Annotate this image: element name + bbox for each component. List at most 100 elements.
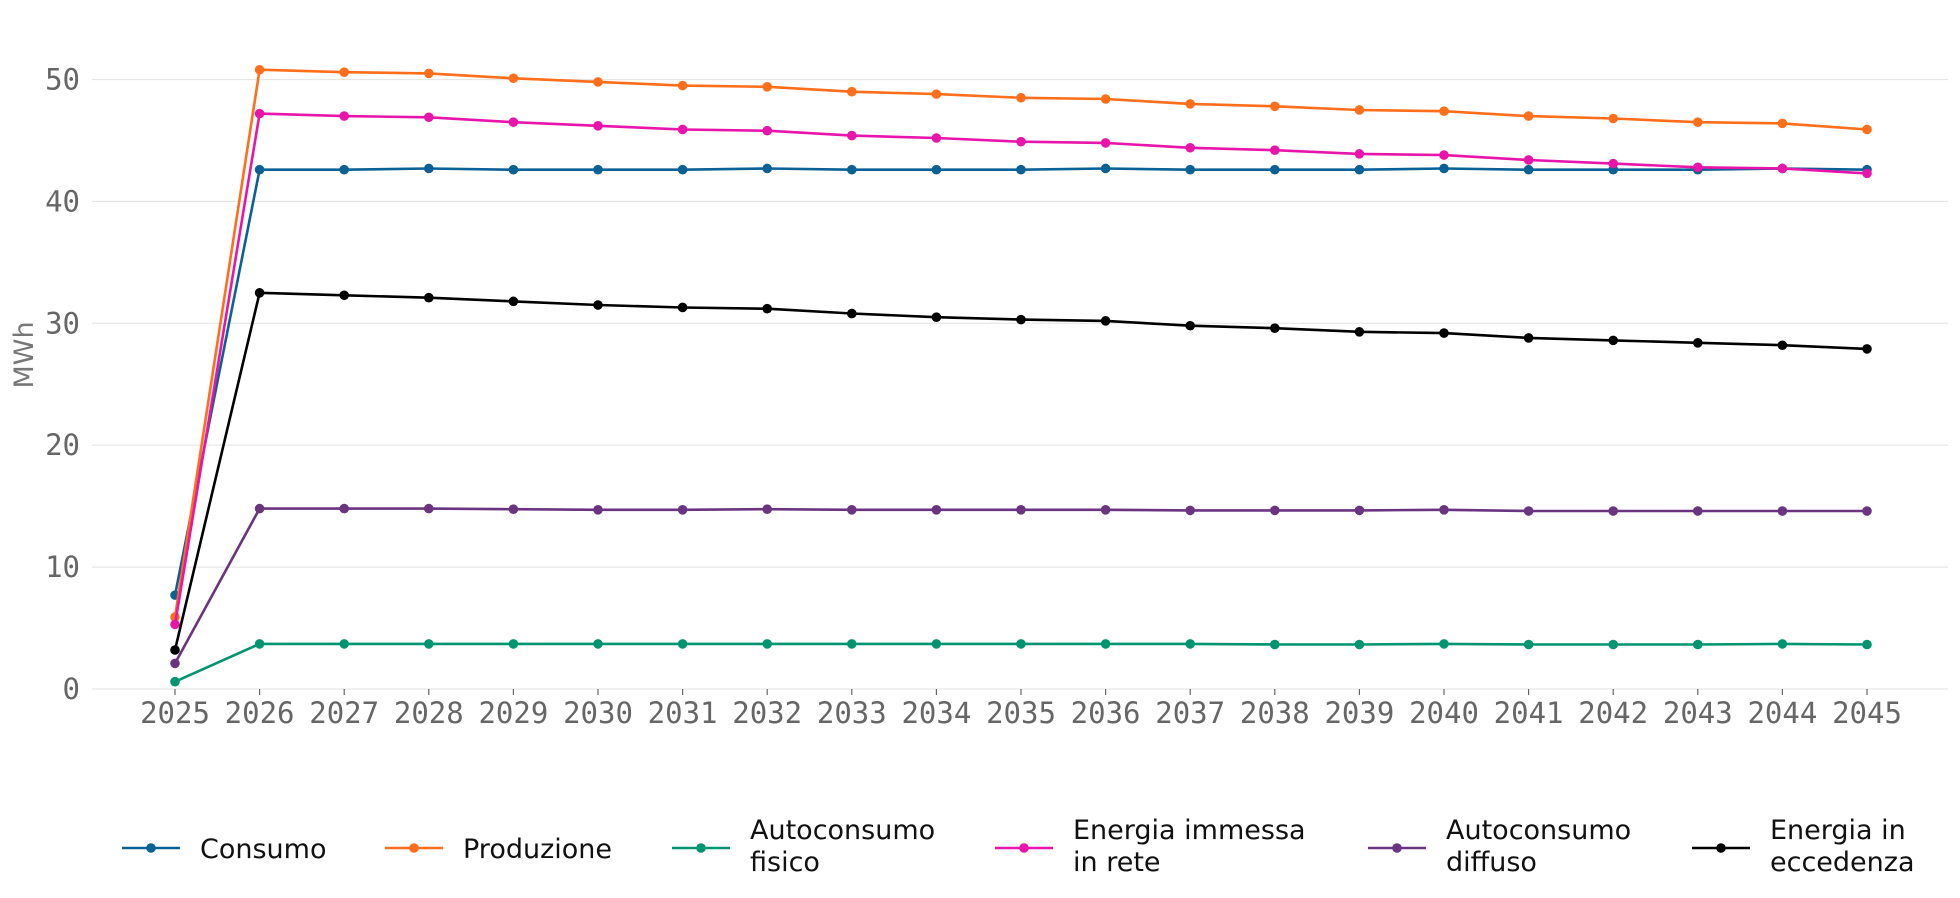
data-point (170, 658, 180, 669)
data-point (1523, 155, 1534, 165)
data-point (1777, 340, 1788, 351)
series-autoconsumo-diffuso (170, 503, 1872, 669)
data-point (593, 300, 603, 310)
y-tick-label: 20 (45, 428, 80, 462)
data-point (254, 639, 265, 649)
data-point (508, 73, 519, 84)
series-energia-in-eccedenza (170, 288, 1872, 655)
data-point (424, 639, 434, 649)
x-tick-label: 2043 (1663, 696, 1733, 730)
x-tick-label: 2030 (563, 696, 633, 730)
legend-swatch-marker (146, 843, 156, 853)
data-point (1016, 314, 1026, 325)
legend-item: Energia immessa in rete (995, 815, 1306, 878)
legend-item: Autoconsumo fisico (672, 815, 935, 878)
data-point (1693, 117, 1703, 127)
data-point (762, 639, 772, 649)
data-point (677, 164, 688, 175)
y-tick-label: 10 (45, 550, 80, 584)
legend-swatch-marker (409, 843, 419, 853)
data-point (593, 639, 603, 649)
data-point (1693, 639, 1703, 650)
data-point (424, 503, 434, 514)
data-point (1354, 327, 1365, 337)
legend-swatch-marker (1019, 843, 1029, 853)
x-tick-label: 2039 (1324, 696, 1394, 730)
y-tick-label: 40 (45, 184, 80, 218)
data-point (1777, 506, 1788, 516)
x-tick-label: 2031 (648, 696, 718, 730)
data-point (593, 505, 603, 515)
data-point (339, 164, 350, 175)
data-point (762, 125, 772, 136)
series-consumo (170, 163, 1872, 600)
legend-label-line: in rete (1073, 847, 1161, 878)
legend-label-line: Energia immessa (1073, 815, 1306, 846)
legend-swatch-marker (1716, 843, 1726, 853)
data-point (1523, 506, 1534, 516)
data-point (1693, 338, 1703, 348)
legend-swatch-marker (1392, 843, 1402, 853)
data-point (1354, 105, 1365, 115)
x-tick-label: 2034 (901, 696, 971, 730)
data-point (1270, 323, 1280, 333)
series-line (173, 291, 1868, 651)
legend-item: Autoconsumo diffuso (1368, 815, 1631, 878)
gridlines (92, 78, 1948, 690)
legend-label-line: Autoconsumo (750, 815, 935, 846)
x-tick-label: 2033 (817, 696, 887, 730)
data-point (1608, 113, 1618, 124)
data-point (762, 504, 772, 514)
data-point (1185, 320, 1195, 331)
legend-label-line: fisico (750, 847, 820, 878)
data-point (1185, 142, 1195, 153)
series-line (173, 112, 1868, 625)
y-tick-label: 50 (45, 63, 80, 97)
legend-label-line: eccedenza (1770, 847, 1915, 878)
data-point (762, 303, 772, 314)
data-point (1862, 168, 1872, 179)
legend-label: Produzione (463, 834, 612, 865)
data-point (847, 639, 857, 649)
legend-label: Autoconsumo diffuso (1446, 815, 1631, 878)
data-point (1523, 164, 1534, 175)
x-tick-label: 2040 (1409, 696, 1479, 730)
x-tick-label: 2035 (986, 696, 1056, 730)
data-point (1777, 118, 1788, 129)
data-point (1100, 639, 1111, 649)
data-point (1016, 639, 1026, 649)
data-point (1354, 149, 1365, 159)
data-point (931, 505, 942, 515)
data-point (931, 312, 942, 323)
data-point (931, 164, 942, 175)
x-tick-label: 2036 (1071, 696, 1141, 730)
data-point (1523, 639, 1534, 650)
data-point (508, 504, 519, 514)
x-tick-label: 2038 (1240, 696, 1310, 730)
data-point (1777, 639, 1788, 649)
data-point (1270, 164, 1280, 175)
data-point (1354, 505, 1365, 516)
data-point (1270, 505, 1280, 516)
data-point (1523, 111, 1534, 121)
data-point (1862, 124, 1872, 135)
data-point (170, 619, 180, 630)
data-point (677, 124, 688, 135)
series-produzione (170, 64, 1872, 622)
legend-item: Energia in eccedenza (1692, 815, 1915, 878)
x-tick-label: 2044 (1747, 696, 1817, 730)
data-point (339, 111, 350, 121)
data-point (931, 639, 942, 649)
data-point (677, 505, 688, 515)
x-tick-label: 2037 (1155, 696, 1225, 730)
data-point (1608, 335, 1618, 346)
data-point (1185, 639, 1195, 649)
data-point (254, 288, 265, 298)
legend-label-line: Energia in (1770, 815, 1906, 846)
series-lines (170, 64, 1872, 687)
data-point (1693, 506, 1703, 516)
legend-label-line: Autoconsumo (1446, 815, 1631, 846)
legend-label: Energia immessa in rete (1073, 815, 1306, 878)
